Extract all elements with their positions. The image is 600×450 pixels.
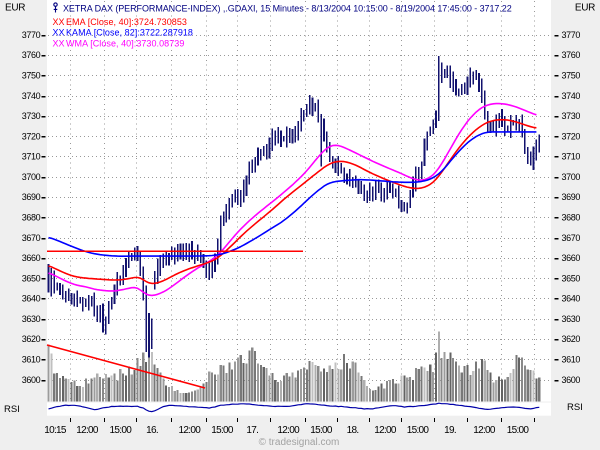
svg-text:10:15: 10:15 — [44, 425, 67, 436]
svg-text:3740: 3740 — [22, 91, 41, 101]
svg-text:EUR: EUR — [575, 3, 595, 14]
svg-text:3660: 3660 — [562, 253, 581, 263]
svg-text:3750: 3750 — [22, 71, 41, 81]
svg-text:3760: 3760 — [562, 50, 581, 60]
svg-text:12:00: 12:00 — [277, 425, 300, 436]
svg-text:3680: 3680 — [562, 213, 581, 223]
svg-text:19.: 19. — [444, 425, 456, 436]
svg-text:16.: 16. — [146, 425, 158, 436]
svg-text:3670: 3670 — [22, 233, 41, 243]
svg-text:12:00: 12:00 — [473, 425, 496, 436]
svg-text:17.: 17. — [246, 425, 258, 436]
svg-text:3610: 3610 — [562, 355, 581, 365]
svg-text:3650: 3650 — [22, 273, 41, 283]
svg-text:3720: 3720 — [562, 131, 581, 141]
svg-text:15:00: 15:00 — [507, 425, 530, 436]
svg-text:XX: XX — [53, 38, 65, 48]
svg-text:3770: 3770 — [22, 30, 41, 40]
svg-text:12:00: 12:00 — [374, 425, 397, 436]
svg-text:15:00: 15:00 — [407, 425, 430, 436]
svg-text:3750: 3750 — [562, 71, 581, 81]
svg-text:3730: 3730 — [22, 111, 41, 121]
svg-text:XX: XX — [53, 28, 65, 38]
svg-text:3620: 3620 — [562, 334, 581, 344]
svg-text:3770: 3770 — [562, 30, 581, 40]
svg-text:3720: 3720 — [22, 131, 41, 141]
svg-text:KAMA [Close, 82]:3722.287918: KAMA [Close, 82]:3722.287918 — [66, 28, 193, 38]
svg-text:3670: 3670 — [562, 233, 581, 243]
svg-text:3700: 3700 — [22, 172, 41, 182]
svg-text:3600: 3600 — [22, 375, 41, 385]
svg-text:18.: 18. — [347, 425, 359, 436]
svg-text:RSI: RSI — [567, 402, 583, 413]
svg-text:XETRA DAX (PERFORMANCE-INDEX): XETRA DAX (PERFORMANCE-INDEX) ,.GDAXI, 1… — [63, 4, 512, 14]
svg-text:15:00: 15:00 — [110, 425, 133, 436]
svg-text:WMA [Close, 40]:3730.08739: WMA [Close, 40]:3730.08739 — [66, 38, 184, 48]
svg-text:12:00: 12:00 — [76, 425, 99, 436]
svg-text:3630: 3630 — [562, 314, 581, 324]
svg-text:3610: 3610 — [22, 355, 41, 365]
svg-text:3640: 3640 — [22, 294, 41, 304]
svg-text:3700: 3700 — [562, 172, 581, 182]
svg-text:3740: 3740 — [562, 91, 581, 101]
svg-text:EMA [Close, 40]:3724.730853: EMA [Close, 40]:3724.730853 — [66, 17, 187, 27]
svg-text:3760: 3760 — [22, 50, 41, 60]
svg-text:3640: 3640 — [562, 294, 581, 304]
svg-text:3630: 3630 — [22, 314, 41, 324]
svg-text:© tradesignal.com: © tradesignal.com — [259, 437, 340, 448]
svg-text:3620: 3620 — [22, 334, 41, 344]
svg-text:EUR: EUR — [5, 3, 25, 14]
svg-text:3680: 3680 — [22, 213, 41, 223]
svg-text:3710: 3710 — [22, 152, 41, 162]
svg-text:15:00: 15:00 — [310, 425, 333, 436]
svg-text:15:00: 15:00 — [211, 425, 234, 436]
svg-text:XX: XX — [53, 17, 65, 27]
svg-text:3690: 3690 — [22, 192, 41, 202]
svg-text:RSI: RSI — [4, 404, 20, 415]
svg-text:3600: 3600 — [562, 375, 581, 385]
svg-text:3730: 3730 — [562, 111, 581, 121]
svg-text:3690: 3690 — [562, 192, 581, 202]
svg-text:12:00: 12:00 — [179, 425, 202, 436]
svg-text:3710: 3710 — [562, 152, 581, 162]
svg-text:3650: 3650 — [562, 273, 581, 283]
svg-text:3660: 3660 — [22, 253, 41, 263]
